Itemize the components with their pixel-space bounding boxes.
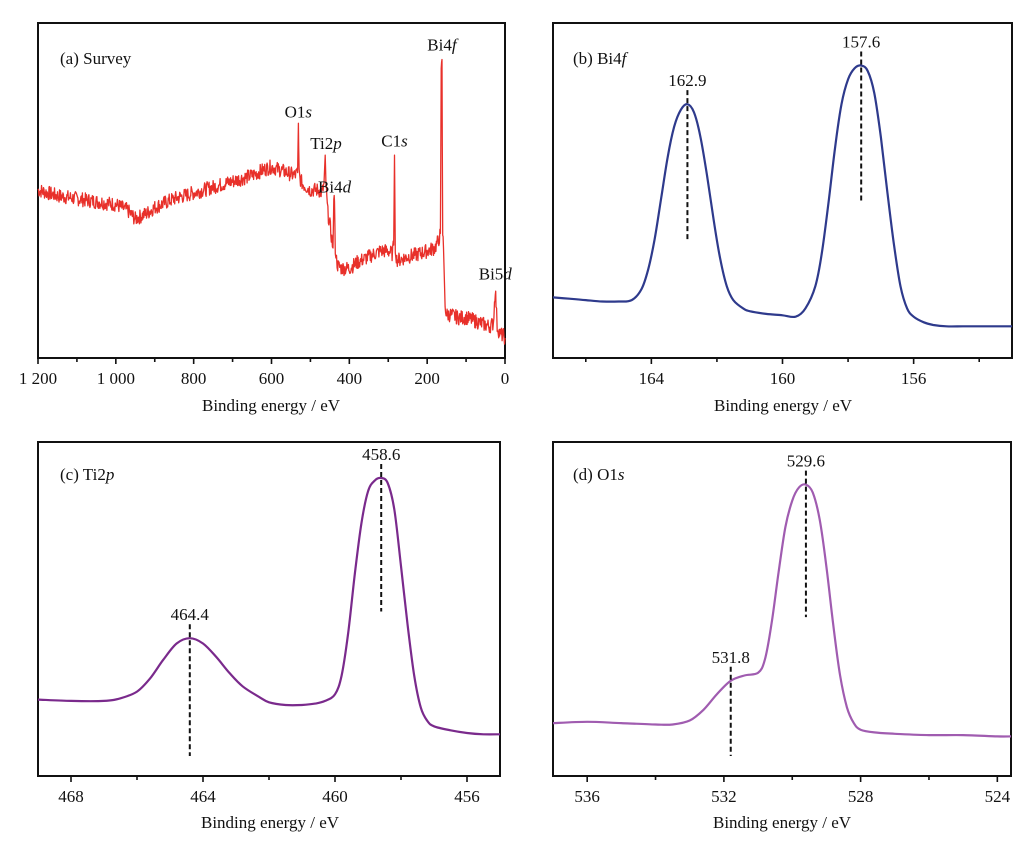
panel-title: (a) Survey: [60, 49, 132, 68]
panel-ti2p: (c) Ti2p 468 464 460 456 464.4 458.6 Binding …: [37, 441, 501, 832]
x-axis-label: Binding energy / eV: [713, 813, 852, 832]
panel-survey: (a) Survey 1 200 1 000 800 600 400 200 0O1sTi2…: [19, 22, 513, 415]
plot-frame: [552, 441, 1012, 777]
panel-title-main: (d) O1: [573, 465, 618, 484]
x-tick-label: 460: [322, 787, 348, 806]
peak-annotation-italic: f: [452, 36, 459, 55]
panel-bi4f: (b) Bi4f 164 160 156 162.9 157.6 Binding ene…: [552, 22, 1013, 415]
panel-o1s: (d) O1s 536 532 528 524 531.8 529.6 Binding e…: [552, 441, 1012, 832]
peak-annotation: Bi4d: [318, 178, 352, 197]
panel-title-italic: s: [618, 465, 625, 484]
peak-value-label: 531.8: [712, 648, 750, 667]
peak-annotation-italic: s: [401, 131, 408, 150]
x-tick-label: 1 200: [19, 369, 57, 388]
peak-annotation-main: C1: [381, 131, 401, 150]
x-axis-label: Binding energy / eV: [202, 396, 341, 415]
peak-value-label: 464.4: [171, 605, 210, 624]
plot-frame: [552, 22, 1013, 359]
peak-annotation-main: Bi5: [479, 265, 504, 284]
spectrum-line: [552, 64, 1012, 328]
panel-title-italic: p: [105, 465, 115, 484]
x-axis-label: Binding energy / eV: [714, 396, 853, 415]
x-tick-label: 164: [639, 369, 665, 388]
x-tick-label: 200: [414, 369, 440, 388]
x-tick-label: 800: [181, 369, 207, 388]
panel-title-italic: f: [622, 49, 629, 68]
x-tick-label: 160: [770, 369, 796, 388]
peak-value-label: 162.9: [668, 71, 706, 90]
peak-annotation-italic: d: [503, 265, 512, 284]
x-tick-label: 0: [501, 369, 510, 388]
peak-annotation-main: Ti2: [310, 134, 333, 153]
x-tick-label: 456: [454, 787, 480, 806]
spectrum-line: [37, 476, 501, 736]
peak-annotation-main: Bi4: [318, 178, 343, 197]
x-tick-label: 536: [574, 787, 600, 806]
x-tick-label: 532: [711, 787, 737, 806]
spectrum-line: [37, 58, 506, 345]
peak-annotation: Bi5d: [479, 265, 513, 284]
x-tick-label: 400: [337, 369, 363, 388]
x-tick-label: 528: [848, 787, 874, 806]
peak-annotation-italic: s: [305, 102, 312, 121]
peak-annotation-main: Bi4: [427, 36, 452, 55]
plot-area: 468 464 460 456 464.4 458.6: [37, 441, 501, 806]
plot-frame: [37, 22, 506, 359]
x-axis-label: Binding energy / eV: [201, 813, 340, 832]
x-tick-label: 1 000: [97, 369, 135, 388]
peak-annotation-italic: d: [343, 178, 352, 197]
panel-title-main: (c) Ti2: [60, 465, 106, 484]
plot-area: 536 532 528 524 531.8 529.6: [552, 441, 1012, 806]
plot-frame: [37, 441, 501, 777]
peak-annotation-italic: p: [332, 134, 342, 153]
plot-area: 1 200 1 000 800 600 400 200 0O1sTi2pBi4dC1sBi4…: [19, 22, 513, 388]
x-tick-label: 468: [58, 787, 84, 806]
peak-annotation: Ti2p: [310, 134, 342, 153]
x-tick-label: 600: [259, 369, 285, 388]
peak-value-label: 458.6: [362, 445, 400, 464]
panel-title: (b) Bi4f: [573, 49, 629, 68]
panel-title-main: (b) Bi4: [573, 49, 622, 68]
peak-annotation: C1s: [381, 131, 408, 150]
x-tick-label: 524: [985, 787, 1011, 806]
panel-title: (c) Ti2p: [60, 465, 114, 484]
peak-annotation-main: O1: [285, 102, 306, 121]
plot-area: 164 160 156 162.9 157.6: [552, 22, 1013, 388]
spectrum-line: [552, 483, 1012, 738]
panel-title: (d) O1s: [573, 465, 625, 484]
peak-annotation: Bi4f: [427, 36, 459, 55]
peak-annotation: O1s: [285, 102, 313, 121]
peak-value-label: 157.6: [842, 33, 880, 52]
x-tick-label: 156: [901, 369, 927, 388]
x-tick-label: 464: [190, 787, 216, 806]
peak-value-label: 529.6: [787, 452, 825, 471]
